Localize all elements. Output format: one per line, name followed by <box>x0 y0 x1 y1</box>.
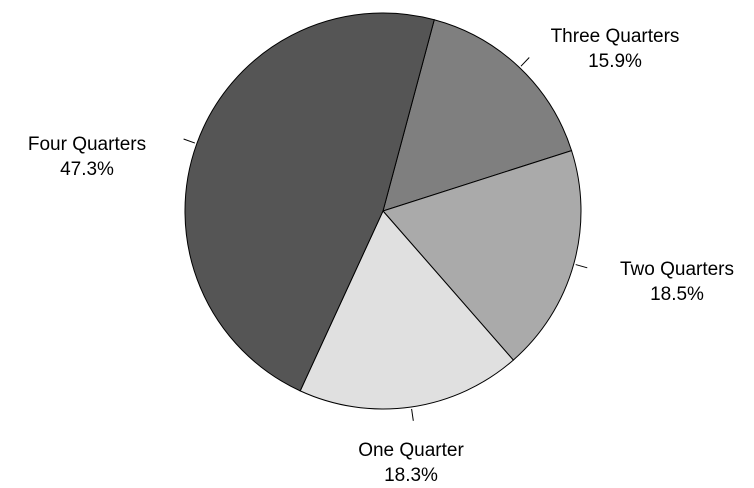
slice-percentage: 18.3% <box>384 465 438 486</box>
slice-name: Four Quarters <box>28 134 146 155</box>
leader-lines <box>183 57 588 421</box>
leader-line-three-quarters <box>520 57 530 67</box>
pie-slice-four-quarters <box>184 12 435 392</box>
pie-slices <box>184 12 582 410</box>
slice-label-four-quarters: Four Quarters 47.3% <box>28 134 146 180</box>
pie-slice-three-quarters <box>382 19 573 212</box>
slice-name: One Quarter <box>358 440 464 461</box>
leader-line-two-quarters <box>575 264 588 269</box>
slice-name: Three Quarters <box>551 26 680 47</box>
slice-labels: Three Quarters 15.9% Two Quarters 18.5% One … <box>28 26 734 486</box>
slice-name: Two Quarters <box>620 259 734 280</box>
slice-label-two-quarters: Two Quarters 18.5% <box>620 259 734 305</box>
slice-label-three-quarters: Three Quarters 15.9% <box>551 26 680 72</box>
leader-line-four-quarters <box>183 138 196 144</box>
pie-slice-two-quarters <box>382 149 582 361</box>
leader-line-one-quarter <box>411 408 414 421</box>
slice-percentage: 15.9% <box>588 51 642 72</box>
slice-percentage: 18.5% <box>650 284 704 305</box>
slice-percentage: 47.3% <box>60 159 114 180</box>
slice-label-one-quarter: One Quarter 18.3% <box>358 440 464 486</box>
pie-slice-one-quarter <box>299 210 515 410</box>
